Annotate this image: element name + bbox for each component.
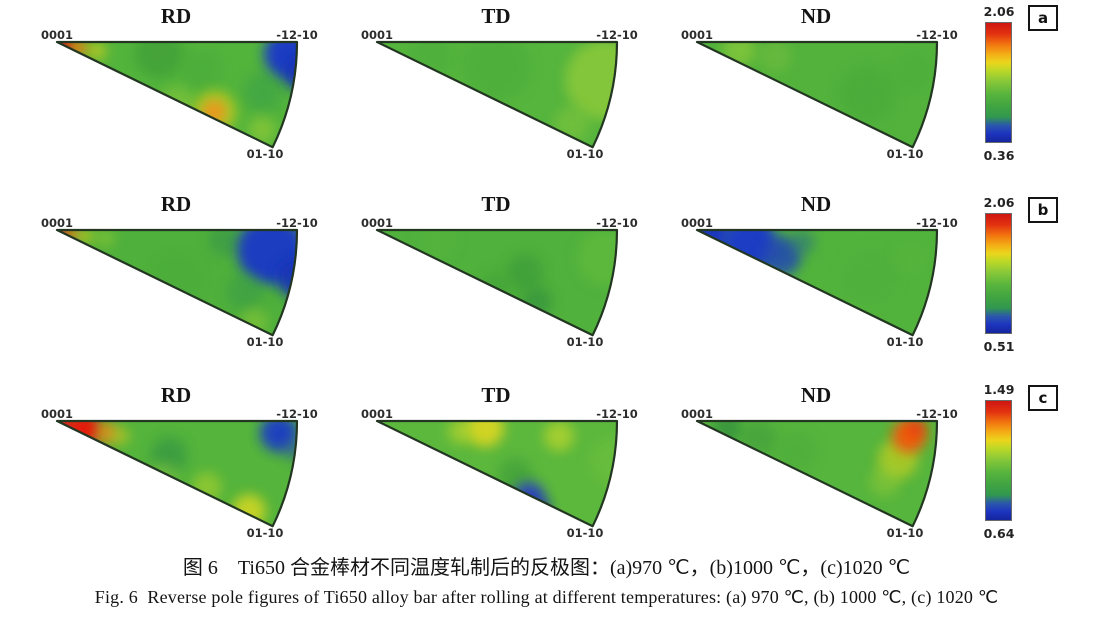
corner-label-bottom: 01-10 [886,335,924,349]
column-title-td: TD [481,383,511,407]
pole-figure-a-rd: RD 0001 -12-10 01-10 [35,4,327,170]
inverse-pole-figure-wedge [55,40,299,149]
pole-figure-b-td: TD 0001 -12-10 01-10 [355,192,647,358]
colorbar-group-b: 2.06 0.51 [975,195,1023,359]
corner-label-top-right: -12-10 [596,28,638,42]
corner-label-bottom: 01-10 [566,335,604,349]
corner-label-top-right: -12-10 [276,407,318,421]
column-title-rd: RD [160,383,192,407]
panel-letter-box-c: c [1028,385,1058,411]
caption-chinese: 图 6 Ti650 合金棒材不同温度轧制后的反极图：(a)970 ℃，(b)10… [182,557,911,579]
panel-letter: a [1037,9,1049,27]
corner-label-bottom: 01-10 [886,147,924,161]
column-title-nd: ND [800,192,832,216]
corner-label-top-right: -12-10 [276,216,318,230]
pole-figure-c-nd: ND 0001 -12-10 01-10 [675,383,967,549]
inverse-pole-figure-wedge [55,419,299,528]
corner-label-bottom: 01-10 [566,147,604,161]
inverse-pole-figure-wedge [375,40,619,149]
panel-letter-box-b: b [1028,197,1058,223]
corner-label-bottom: 01-10 [566,526,604,540]
corner-label-0001: 0001 [40,216,73,230]
corner-label-top-right: -12-10 [916,28,958,42]
inverse-pole-figure-wedge [55,228,299,337]
corner-label-top-right: -12-10 [596,216,638,230]
column-title-nd: ND [800,4,832,28]
colorbar-group-c: 1.49 0.64 [975,382,1023,546]
corner-label-bottom: 01-10 [886,526,924,540]
corner-label-0001: 0001 [360,407,393,421]
caption-english: Fig. 6 Reverse pole figures of Ti650 all… [94,587,999,607]
corner-label-0001: 0001 [680,407,713,421]
column-title-td: TD [481,192,511,216]
inverse-pole-figure-wedge [695,40,939,149]
column-title-rd: RD [160,4,192,28]
inverse-pole-figure-wedge [695,228,939,337]
pole-figure-a-nd: ND 0001 -12-10 01-10 [675,4,967,170]
colorbar [985,22,1012,143]
panel-letter: b [1037,201,1049,219]
colorbar-max-value: 2.06 [983,195,1015,210]
corner-label-top-right: -12-10 [596,407,638,421]
inverse-pole-figure-wedge [695,419,939,528]
pole-figure-c-td: TD 0001 -12-10 01-10 [355,383,647,549]
colorbar-min-value: 0.51 [983,339,1015,354]
pole-figure-a-td: TD 0001 -12-10 01-10 [355,4,647,170]
inverse-pole-figure-wedge [375,419,619,528]
corner-label-top-right: -12-10 [916,216,958,230]
corner-label-bottom: 01-10 [246,147,284,161]
corner-label-0001: 0001 [40,28,73,42]
column-title-rd: RD [160,192,192,216]
corner-label-0001: 0001 [680,216,713,230]
corner-label-bottom: 01-10 [246,335,284,349]
column-title-nd: ND [800,383,832,407]
corner-label-0001: 0001 [40,407,73,421]
pole-figure-c-rd: RD 0001 -12-10 01-10 [35,383,327,549]
corner-label-bottom: 01-10 [246,526,284,540]
corner-label-top-right: -12-10 [916,407,958,421]
colorbar-group-a: 2.06 0.36 [975,4,1023,168]
colorbar-min-value: 0.36 [983,148,1015,163]
corner-label-0001: 0001 [360,216,393,230]
corner-label-0001: 0001 [680,28,713,42]
panel-letter-box-a: a [1028,5,1058,31]
column-title-td: TD [481,4,511,28]
colorbar [985,400,1012,521]
inverse-pole-figure-wedge [375,228,619,337]
corner-label-top-right: -12-10 [276,28,318,42]
colorbar-max-value: 2.06 [983,4,1015,19]
colorbar-max-value: 1.49 [983,382,1015,397]
pole-figure-b-nd: ND 0001 -12-10 01-10 [675,192,967,358]
panel-letter: c [1038,389,1048,407]
colorbar-min-value: 0.64 [983,526,1015,541]
corner-label-0001: 0001 [360,28,393,42]
pole-figure-b-rd: RD 0001 -12-10 01-10 [35,192,327,358]
colorbar [985,213,1012,334]
